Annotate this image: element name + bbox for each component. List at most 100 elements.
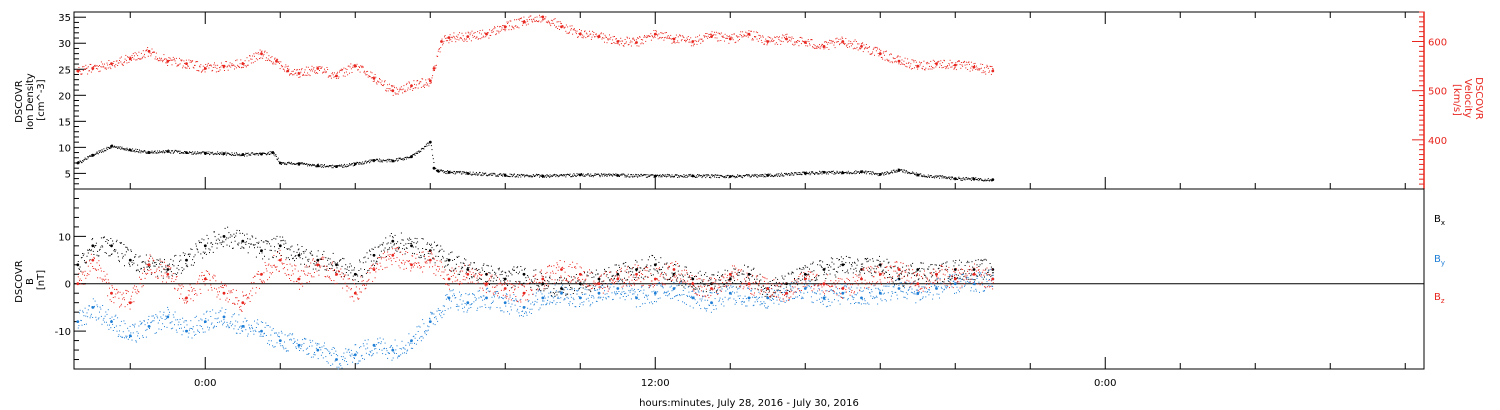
velocity-series-sample	[624, 39, 626, 40]
density-series-sample	[242, 153, 244, 155]
velocity-series-sample	[149, 52, 151, 54]
bx-series-sample	[325, 257, 327, 259]
bx-series-sample	[709, 277, 710, 279]
velocity-series-sample	[507, 23, 509, 24]
velocity-series-sample	[969, 70, 971, 72]
density-series-sample	[765, 176, 767, 178]
bx-series-sample	[696, 288, 698, 290]
density-series-sample	[87, 157, 89, 159]
density-series-sample	[564, 174, 566, 176]
density-series-sample	[896, 171, 898, 173]
velocity-series-sample	[97, 68, 99, 70]
density-series-sample	[652, 174, 654, 176]
bx-series-sample	[820, 260, 822, 262]
bx-series-sample	[710, 279, 712, 281]
density-series-sample	[907, 171, 909, 173]
density-series-sample	[805, 174, 807, 176]
velocity-series-sample	[464, 39, 466, 41]
bx-series-sample	[972, 266, 974, 268]
bx-series-sample	[330, 262, 332, 264]
bx-series-sample	[359, 261, 361, 263]
velocity-series-sample	[300, 71, 302, 73]
density-series-sample	[222, 154, 224, 156]
velocity-series-sample	[738, 36, 740, 38]
bx-series-sample	[382, 242, 384, 244]
density-series-sample	[574, 174, 576, 176]
bx-series-sample	[290, 254, 292, 256]
density-series-sample	[462, 171, 464, 173]
bx-series-sample	[234, 236, 235, 238]
density-series-sample	[542, 175, 544, 177]
density-series-sample	[752, 174, 754, 176]
density-series-sample	[300, 163, 302, 165]
density-series-sample	[541, 174, 543, 176]
density-series-sample	[588, 174, 590, 176]
bx-series-sample	[114, 249, 115, 250]
density-series-sample	[768, 175, 770, 177]
bx-series-sample	[420, 255, 422, 256]
velocity-series-sample	[427, 83, 429, 85]
velocity-series-sample	[233, 64, 235, 66]
velocity-series-sample	[522, 24, 524, 26]
density-series-sample	[454, 173, 456, 175]
density-series-sample	[825, 171, 827, 173]
velocity-series-sample	[271, 56, 273, 58]
density-series-sample	[315, 165, 317, 167]
velocity-series-sample	[238, 66, 240, 68]
bx-series-sample	[760, 286, 762, 288]
velocity-series-sample	[671, 42, 673, 44]
bx-series-sample	[314, 260, 315, 262]
velocity-series-sample	[642, 43, 644, 45]
velocity-series-sample	[829, 42, 831, 44]
bx-series-sample	[662, 274, 664, 276]
velocity-series-sample	[330, 75, 332, 77]
bx-series-sample	[602, 284, 604, 286]
density-series-sample	[125, 149, 127, 151]
velocity-series-sample	[496, 30, 498, 32]
velocity-series-sample	[446, 37, 448, 39]
density-series-sample	[720, 175, 722, 177]
velocity-series-sample	[935, 64, 937, 66]
density-series-sample	[164, 151, 166, 153]
bx-series-sample	[724, 269, 726, 271]
bx-series-sample	[182, 252, 184, 254]
density-series-sample	[990, 179, 992, 181]
bx-series-sample	[657, 272, 659, 274]
velocity-series-sample	[322, 72, 324, 74]
bx-series-sample	[314, 264, 316, 266]
velocity-series-sample	[489, 29, 490, 31]
density-series-sample	[516, 175, 518, 177]
bx-series-sample	[814, 280, 816, 282]
density-series-sample	[749, 176, 751, 178]
bx-series-sample	[173, 265, 175, 267]
density-series-sample	[839, 171, 841, 173]
bx-series-sample	[389, 247, 390, 249]
velocity-series-sample	[304, 69, 306, 71]
bx-series-sample	[824, 267, 826, 269]
density-series-sample	[467, 172, 469, 174]
density-series-sample	[944, 176, 946, 178]
density-series-sample	[760, 175, 762, 177]
bx-series-sample	[389, 235, 391, 237]
velocity-series-sample	[405, 91, 407, 93]
velocity-series-sample	[928, 62, 930, 64]
velocity-series-sample	[723, 37, 725, 38]
density-series-sample	[801, 174, 803, 176]
bx-series-sample	[627, 265, 629, 267]
by-series-point	[560, 291, 563, 295]
bx-series-sample	[103, 236, 105, 238]
bx-series-sample	[877, 265, 879, 267]
velocity-series-sample	[126, 62, 128, 64]
velocity-series-sample	[455, 35, 457, 37]
density-series-sample	[556, 174, 558, 176]
velocity-series-sample	[467, 35, 469, 37]
bx-series-sample	[291, 245, 293, 247]
velocity-series-sample	[445, 37, 447, 39]
density-series-sample	[109, 147, 111, 149]
by-series-sample	[189, 327, 191, 329]
density-series-sample	[978, 180, 980, 182]
by-series-sample	[113, 319, 115, 320]
bx-series-sample	[682, 274, 684, 276]
bx-series-sample	[660, 269, 662, 270]
by-series-sample	[104, 321, 105, 323]
